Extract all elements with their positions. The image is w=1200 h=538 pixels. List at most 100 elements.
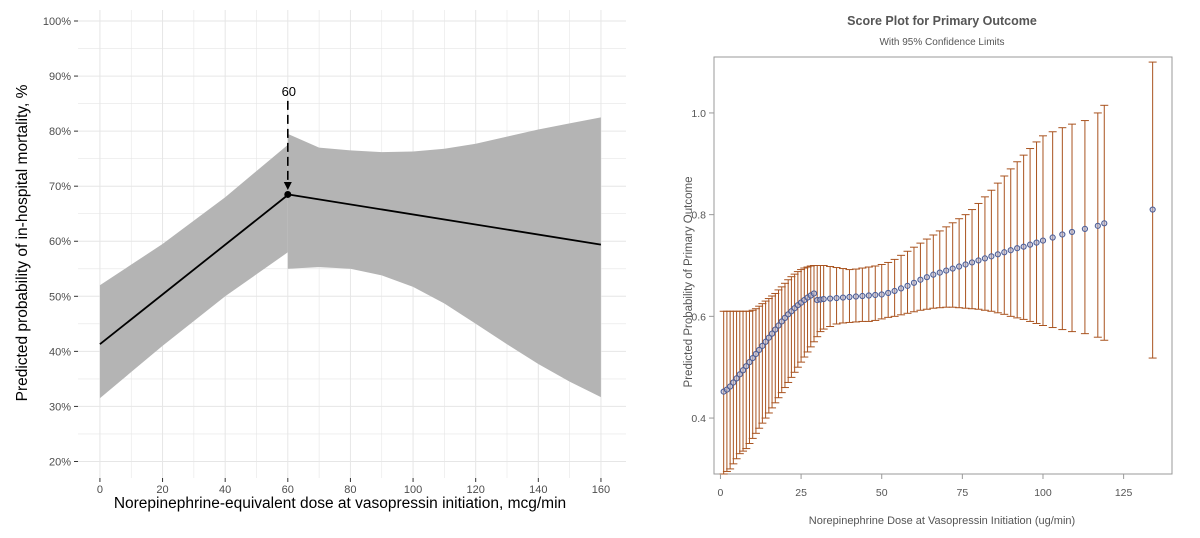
annotation-arrowhead [283,182,292,191]
data-point [923,274,930,281]
left-x-axis-ticks: 0 20 40 60 80 100 120 140 160 [97,478,610,496]
x-tick-label: 40 [219,484,231,496]
x-tick-label: 100 [404,484,422,496]
data-point [1033,239,1040,246]
data-point [981,255,989,262]
right-x-axis-label: Norepinephrine Dose at Vasopressin Initi… [809,515,1075,527]
right-chart-subtitle: With 95% Confidence Limits [879,37,1004,48]
data-point [949,265,956,272]
data-point [885,289,892,297]
data-point [859,292,866,300]
right-chart-title: Score Plot for Primary Outcome [847,14,1037,28]
data-point [1094,222,1101,229]
data-point [962,261,969,268]
confidence-band-1 [99,144,288,399]
data-point [768,330,776,337]
y-tick-label: 40% [49,346,71,358]
x-tick-label: 60 [282,484,294,496]
data-point [1026,241,1034,248]
knot-point [284,190,292,198]
data-point [1014,245,1021,252]
data-point [930,271,937,278]
x-tick-label: 0 [718,487,724,499]
data-point [1049,234,1056,241]
data-point [1001,249,1008,256]
data-point [897,285,905,292]
y-tick-label: 90% [49,71,71,83]
data-point [975,257,982,264]
data-point [846,293,853,301]
x-tick-label: 160 [592,484,610,496]
data-point [746,359,753,366]
data-point [956,263,963,270]
y-tick-label: 0.6 [691,311,706,323]
x-tick-label: 100 [1034,487,1052,499]
y-tick-label: 70% [49,181,71,193]
data-point [865,292,872,299]
data-point [1068,228,1076,236]
data-point [968,259,976,266]
data-point [733,375,740,382]
data-point [736,371,743,378]
y-tick-label: 0.4 [691,413,706,425]
x-tick-label: 75 [957,487,969,499]
right-y-axis-label: Predicted Probability of Primary Outcome [683,177,695,388]
data-point [752,350,760,358]
data-point [1020,243,1027,250]
left-y-axis-ticks: 20% 30% 40% 50% 60% 70% 80% 90% 100% [43,16,78,468]
data-point [936,269,943,276]
data-point [1059,231,1066,238]
data-point [820,295,827,303]
score-plot-chart: Score Plot for Primary Outcome With 95% … [683,14,1173,527]
data-point [762,338,769,345]
data-point [772,326,779,333]
data-point [839,294,847,301]
data-point [775,322,782,329]
right-x-axis-ticks: 0 25 50 75 100 125 [718,474,1133,499]
y-tick-label: 1.0 [691,108,706,120]
mortality-chart: 60 0 20 40 60 80 100 120 140 160 20% 30% 40% 50% 60%… [14,10,626,512]
data-point [878,291,885,298]
x-tick-label: 140 [529,484,547,496]
data-point [739,367,747,374]
data-point [827,295,834,302]
data-point [917,276,924,283]
right-y-axis-ticks: 0.4 0.6 0.8 1.0 [691,108,714,425]
data-point [730,379,737,386]
data-point [852,293,860,300]
y-tick-label: 50% [49,291,71,303]
x-tick-label: 25 [795,487,807,499]
data-point [943,267,950,274]
trend-line-2 [287,193,602,246]
left-annotation: 60 [282,84,296,198]
data-point [1081,225,1089,232]
confidence-band-2 [287,117,601,398]
left-y-axis-label: Predicted probability of in-hospital mor… [14,84,31,401]
y-tick-label: 60% [49,236,71,248]
trend-line-1 [99,194,289,345]
x-tick-label: 120 [467,484,485,496]
x-tick-label: 20 [156,484,168,496]
data-point [1149,206,1156,213]
data-point [904,282,911,289]
y-tick-label: 30% [49,401,71,413]
y-tick-label: 20% [49,456,71,468]
y-tick-label: 100% [43,16,71,28]
x-tick-label: 125 [1115,487,1133,499]
data-point [891,287,898,295]
data-point [756,346,763,354]
left-confidence-bands [99,117,601,399]
right-points [720,206,1156,395]
left-x-axis-label: Norepinephrine-equivalent dose at vasopr… [114,495,566,512]
data-point [833,294,840,302]
data-point [1039,237,1047,244]
right-plot-frame [713,56,1173,475]
data-point [727,383,734,390]
x-tick-label: 50 [876,487,888,499]
data-point [749,354,756,362]
data-point [1007,247,1014,254]
data-point [1101,220,1108,227]
data-point [765,334,772,341]
data-point [759,342,766,349]
data-point [872,291,879,299]
